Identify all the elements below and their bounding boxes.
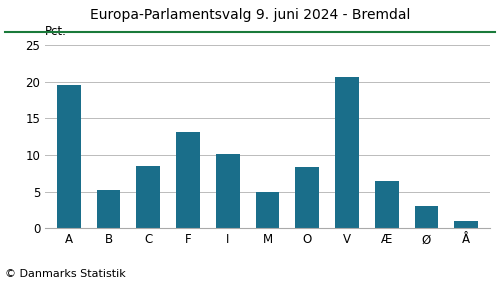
Bar [136, 166, 160, 228]
Bar [216, 154, 240, 228]
Text: Europa-Parlamentsvalg 9. juni 2024 - Bremdal: Europa-Parlamentsvalg 9. juni 2024 - Bre… [90, 8, 410, 23]
Bar [296, 167, 319, 228]
Bar [454, 221, 478, 228]
Bar [375, 181, 398, 228]
Bar [176, 132, 200, 228]
Bar [96, 190, 120, 228]
Text: © Danmarks Statistik: © Danmarks Statistik [5, 269, 126, 279]
Bar [335, 77, 359, 228]
Text: Pct.: Pct. [45, 25, 67, 38]
Bar [57, 85, 81, 228]
Bar [414, 206, 438, 228]
Bar [256, 192, 280, 228]
